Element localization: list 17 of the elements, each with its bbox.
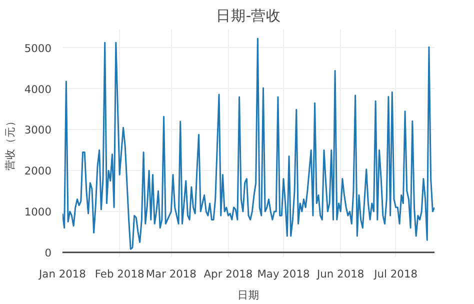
x-tick-label: Apr 2018: [204, 268, 253, 280]
chart-title: 日期-营收: [216, 8, 282, 24]
x-tick-label: Mar 2018: [146, 268, 197, 280]
y-tick-label: 3000: [24, 124, 52, 137]
x-axis-title: 日期: [238, 288, 260, 302]
x-tick-label: Jun 2018: [316, 268, 364, 280]
y-tick-label: 0: [44, 246, 52, 260]
x-tick-label: Feb 2018: [94, 268, 144, 280]
x-tick-label: Jul 2018: [373, 268, 418, 280]
x-tick-label: Jan 2018: [38, 268, 86, 280]
line-series: [62, 38, 434, 250]
y-tick-label: 5000: [24, 42, 52, 55]
y-tick-label: 2000: [24, 164, 52, 178]
x-tick-label: May 2018: [257, 268, 310, 280]
y-tick-label: 1000: [24, 206, 52, 219]
y-axis-title: 营收（元）: [3, 116, 16, 170]
y-tick-label: 4000: [24, 82, 52, 96]
